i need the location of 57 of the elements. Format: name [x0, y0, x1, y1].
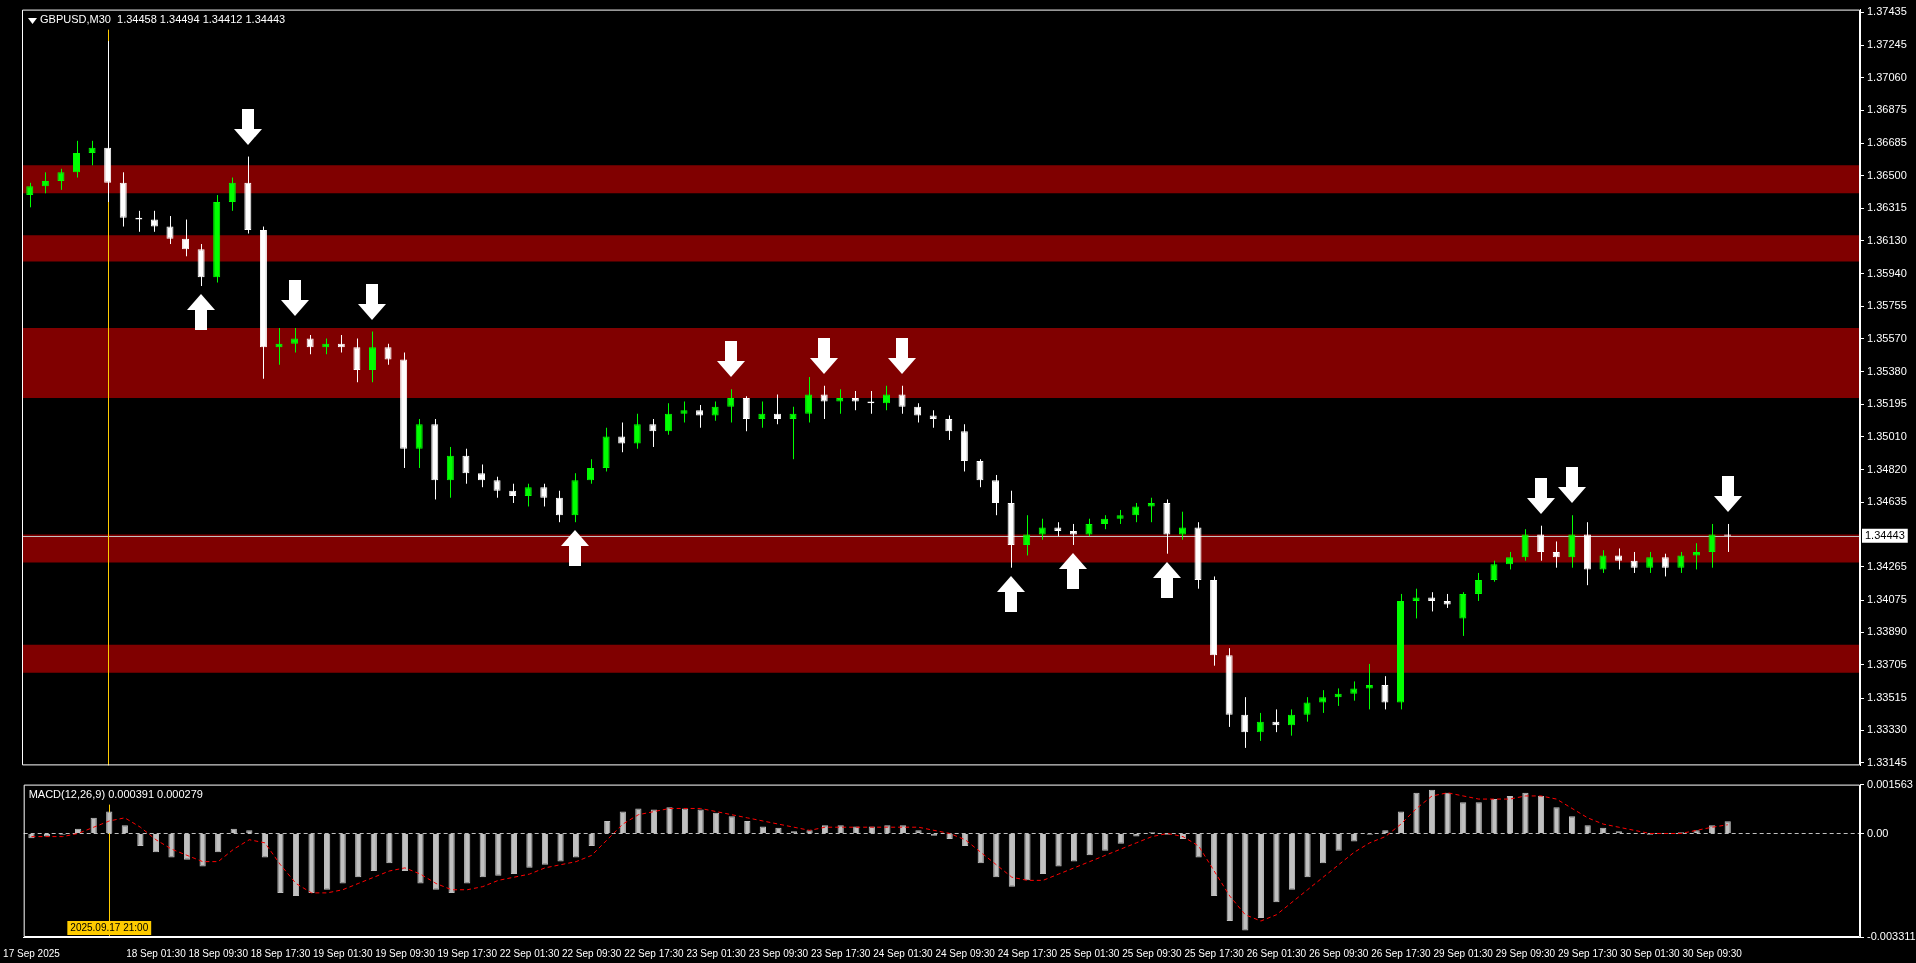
- y-tick-label: 1.35570: [1867, 331, 1907, 344]
- y-tick-label: 1.36500: [1867, 168, 1907, 181]
- x-tick-label: 19 Sep 09:30: [375, 947, 436, 959]
- x-tick-label: 22 Sep 17:30: [624, 947, 685, 959]
- y-tick-label: 1.35940: [1867, 266, 1907, 279]
- x-tick-label: 23 Sep 09:30: [748, 947, 809, 959]
- x-tick-label: 23 Sep 01:30: [686, 947, 747, 959]
- x-tick-label: 30 Sep 01:30: [1620, 947, 1681, 959]
- y-tick-label: 1.36315: [1867, 201, 1907, 214]
- y-tick-label: 1.35755: [1867, 299, 1907, 312]
- x-tick-label: 25 Sep 01:30: [1059, 947, 1120, 959]
- y-tick-label: 1.36875: [1867, 103, 1907, 116]
- x-tick-label: 19 Sep 01:30: [312, 947, 373, 959]
- x-tick-label: 18 Sep 01:30: [126, 947, 187, 959]
- y-tick-label: 1.37060: [1867, 70, 1907, 83]
- chart-title: MACD(12,26,9) 0.000391 0.000279: [28, 787, 203, 800]
- x-tick-label: 19 Sep 17:30: [437, 947, 498, 959]
- y-tick-label: -0.003311: [1867, 930, 1916, 943]
- y-tick-label: 1.36130: [1867, 233, 1907, 246]
- y-tick-label: 0.001563: [1867, 777, 1913, 790]
- y-tick-label: 1.34635: [1867, 495, 1907, 508]
- y-tick-label: 1.37245: [1867, 38, 1907, 51]
- x-tick-label: 29 Sep 09:30: [1495, 947, 1556, 959]
- x-tick-label: 26 Sep 17:30: [1371, 947, 1432, 959]
- y-tick-label: 1.33330: [1867, 723, 1907, 736]
- y-tick-label: 1.36685: [1867, 136, 1907, 149]
- x-tick-label: 30 Sep 09:30: [1682, 947, 1743, 959]
- x-tick-label: 24 Sep 01:30: [873, 947, 934, 959]
- y-tick-label: 1.34820: [1867, 462, 1907, 475]
- x-tick-label: 24 Sep 09:30: [935, 947, 996, 959]
- x-tick-label: 2025.09.17 21:00: [70, 921, 149, 933]
- x-tick-label: 23 Sep 17:30: [810, 947, 871, 959]
- x-tick-label: 18 Sep 09:30: [188, 947, 249, 959]
- x-tick-label: 29 Sep 01:30: [1433, 947, 1494, 959]
- y-tick-label: 1.35380: [1867, 364, 1907, 377]
- y-tick-label: 0.00: [1867, 826, 1889, 839]
- x-tick-label: 24 Sep 17:30: [997, 947, 1058, 959]
- y-tick-label: 1.35010: [1867, 429, 1907, 442]
- y-tick-label: 1.35195: [1867, 397, 1907, 410]
- x-tick-label: 18 Sep 17:30: [250, 947, 311, 959]
- chart-title: GBPUSD,M30 1.34458 1.34494 1.34412 1.34443: [40, 12, 286, 25]
- x-tick-label: 17 Sep 2025: [3, 947, 61, 959]
- x-tick-label: 25 Sep 09:30: [1122, 947, 1183, 959]
- y-tick-label: 1.33705: [1867, 657, 1907, 670]
- y-tick-label: 1.33145: [1867, 755, 1907, 768]
- y-tick-label: 1.34075: [1867, 593, 1907, 606]
- x-tick-label: 22 Sep 09:30: [561, 947, 622, 959]
- y-tick-label: 1.34265: [1867, 559, 1907, 572]
- y-tick-label: 1.33890: [1867, 625, 1907, 638]
- x-tick-label: 26 Sep 09:30: [1308, 947, 1369, 959]
- y-tick-label: 1.33515: [1867, 691, 1907, 704]
- x-tick-label: 26 Sep 01:30: [1246, 947, 1307, 959]
- x-tick-label: 25 Sep 17:30: [1184, 947, 1245, 959]
- x-tick-label: 29 Sep 17:30: [1557, 947, 1618, 959]
- y-tick-label: 1.37435: [1867, 5, 1907, 18]
- x-tick-label: 22 Sep 01:30: [499, 947, 560, 959]
- ref-line-label: 1.34443: [1865, 528, 1905, 541]
